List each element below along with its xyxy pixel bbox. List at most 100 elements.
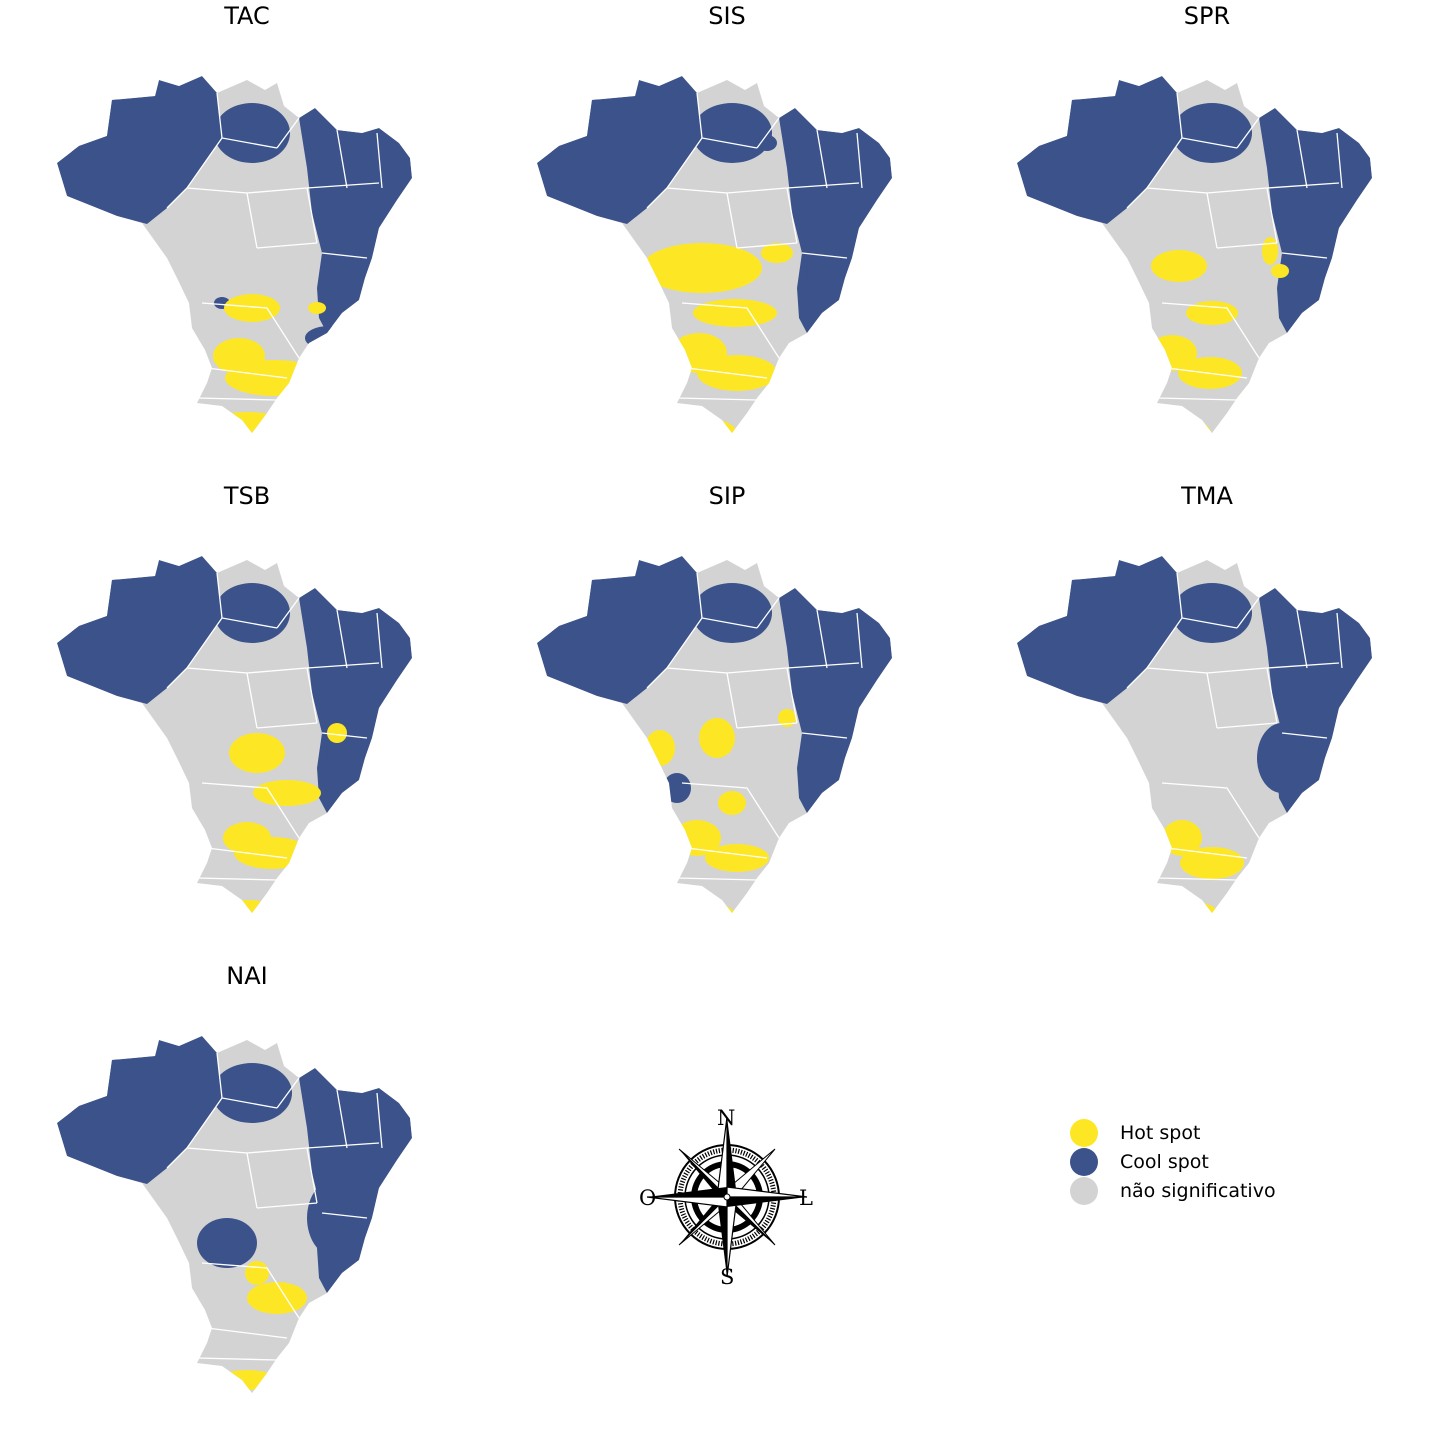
choropleth-map [57,1036,412,1393]
cool-spot-cluster [197,1218,257,1268]
hot-spot-cluster [245,1261,269,1285]
state-border [1236,117,1260,149]
cool-spot-cluster [1287,255,1317,291]
state-border [201,1262,300,1319]
state-border [676,877,758,881]
cool-spot-cluster [549,578,629,658]
hot-spot-cluster [229,733,285,773]
hot-spot-cluster [1262,237,1278,265]
legend-swatch [1070,1147,1098,1176]
state-border [306,662,380,669]
choropleth-map [537,76,892,433]
hot-spot-cluster [247,1282,307,1314]
cool-spot-cluster [69,98,149,178]
state-border [786,662,860,669]
state-border [201,302,300,359]
state-border [1176,572,1238,629]
map-panel-spr: SPR [997,0,1417,470]
state-border [1336,612,1343,669]
state-border [1161,782,1260,839]
panel-title: TMA [1181,482,1233,510]
state-border [206,847,288,859]
panel-title: TAC [224,2,270,30]
cool-spot-cluster [69,1058,149,1138]
state-border [376,1092,383,1149]
state-border [856,132,863,189]
hot-spot-cluster [224,294,280,322]
cool-spot-region [299,588,412,813]
state-border [696,572,758,629]
state-border [686,367,768,379]
choropleth-map [537,556,892,913]
state-border [256,1202,318,1209]
state-border [681,302,780,359]
cool-spot-cluster [807,255,837,291]
hot-spot-cluster [705,844,769,872]
cool-spot-cluster [330,250,354,286]
state-border [1156,397,1238,401]
choropleth-map [1017,76,1372,433]
legend-swatch [1070,1176,1098,1205]
state-border [216,1052,278,1109]
panel-title: NAI [226,962,268,990]
state-border [1266,182,1340,189]
hot-spot-cluster [253,780,321,806]
hot-spot-cluster [1186,301,1238,325]
cool-spot-cluster [327,735,357,771]
state-border [1166,847,1248,859]
legend-label: Cool spot [1120,1150,1209,1173]
legend-label: Hot spot [1120,1121,1201,1144]
state-border [196,397,278,401]
cool-spot-cluster [692,583,772,643]
panel-title: SIP [708,482,746,510]
cool-spot-cluster [69,578,149,658]
state-border [816,609,828,669]
state-border [1216,242,1278,249]
hot-spot-cluster [217,1370,277,1390]
choropleth-map [57,76,412,433]
state-border [1216,722,1278,729]
state-border [321,252,368,259]
hot-spot-cluster [778,709,796,727]
cool-spot-cluster [1029,578,1109,658]
hot-spot-cluster [1142,900,1222,913]
state-border [856,612,863,669]
state-border [801,732,848,739]
hot-spot-cluster [202,412,292,433]
cool-spot-cluster [692,103,772,163]
hot-spot-cluster [761,243,793,263]
compass-rose: N S O L [627,1100,827,1290]
hot-spot-cluster [1162,820,1202,856]
state-border [216,572,278,629]
map-panel-sis: SIS [517,0,937,470]
cool-spot-cluster [307,1178,367,1258]
cool-spot-region [779,108,892,333]
state-border [276,597,300,629]
hot-spot-cluster [642,243,762,293]
state-border [816,129,828,189]
state-border [1166,367,1248,379]
map-panel-sip: SIP [517,480,937,950]
hot-spot-cluster [645,730,675,766]
state-border [276,117,300,149]
choropleth-map [57,556,412,913]
state-border [686,847,768,859]
legend-swatch [1070,1118,1098,1147]
cool-spot-cluster [1172,103,1252,163]
state-border [336,609,348,669]
cool-spot-cluster [212,1063,292,1123]
hot-spot-cluster [657,900,737,913]
state-border [321,1212,368,1219]
state-border [736,722,798,729]
state-border [1266,662,1340,669]
cool-spot-cluster [214,103,290,163]
map-panel-tac: TAC [37,0,457,470]
legend-item-cool-spot: Cool spot [1070,1147,1276,1176]
state-border [321,732,368,739]
state-border [336,1089,348,1149]
hot-spot-cluster [1180,847,1244,879]
map-panel-tma: TMA [997,480,1417,950]
state-border [376,132,383,189]
hot-spot-cluster [718,791,746,815]
compass-west-label: O [639,1186,657,1210]
